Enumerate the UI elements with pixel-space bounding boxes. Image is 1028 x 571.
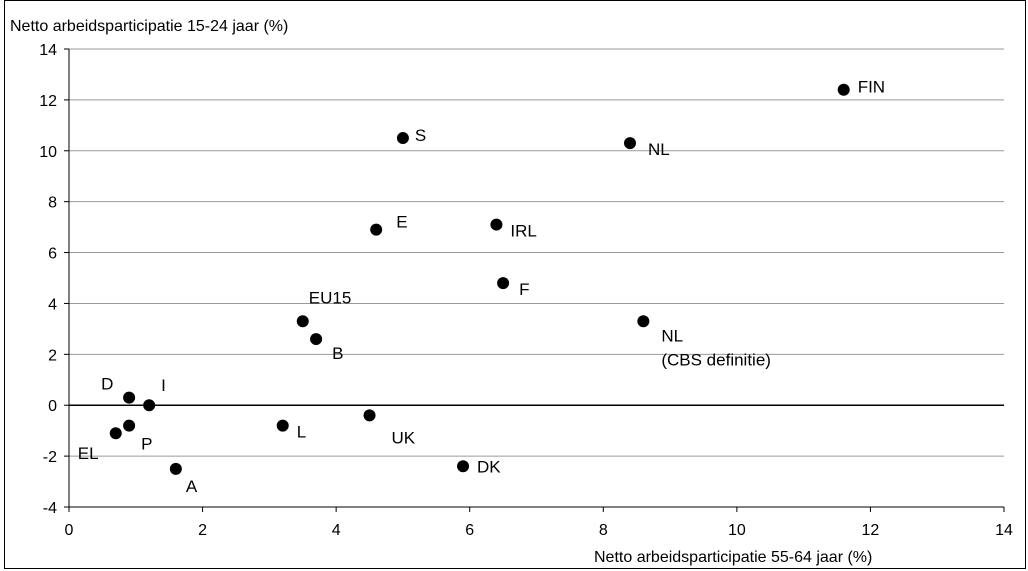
data-point <box>457 460 470 473</box>
y-tick-label: 8 <box>48 195 57 212</box>
data-point <box>624 137 636 150</box>
point-label: D <box>101 375 113 394</box>
x-tick-label: 12 <box>862 522 880 539</box>
point-label: P <box>141 435 152 454</box>
data-point <box>123 419 136 432</box>
y-tick-label: 0 <box>48 398 57 415</box>
x-tick-label: 14 <box>995 522 1013 539</box>
x-tick-label: 4 <box>332 522 341 539</box>
y-tick-label: 2 <box>48 347 57 364</box>
point-label: B <box>332 344 343 363</box>
data-point <box>169 462 182 475</box>
point-label: NL <box>648 140 670 159</box>
data-point <box>497 277 510 290</box>
y-tick-label: 4 <box>48 296 57 313</box>
x-tick-label: 8 <box>599 522 608 539</box>
y-tick-label: 14 <box>39 42 57 59</box>
point-label: UK <box>392 428 416 447</box>
point-label: IRL <box>510 222 536 241</box>
data-point <box>296 315 309 328</box>
data-point <box>363 409 376 422</box>
data-point <box>123 391 136 404</box>
point-label: E <box>396 213 407 232</box>
y-axis-label: Netto arbeidsparticipatie 15-24 jaar (%) <box>10 18 289 35</box>
x-tick-label: 6 <box>465 522 474 539</box>
data-point <box>837 83 850 96</box>
point-label: NL <box>661 326 683 345</box>
point-label: EL <box>78 444 99 463</box>
x-tick-label: 0 <box>65 522 74 539</box>
point-label: DK <box>477 457 501 476</box>
x-tick-label: 2 <box>198 522 207 539</box>
point-label: EU15 <box>309 288 352 307</box>
point-label: FIN <box>858 78 885 97</box>
y-tick-label: -4 <box>43 500 57 517</box>
point-label: F <box>519 280 529 299</box>
point-label: A <box>186 477 198 496</box>
y-tick-label: 12 <box>39 93 57 110</box>
x-axis-label: Netto arbeidsparticipatie 55-64 jaar (%) <box>594 549 873 566</box>
y-tick-label: -2 <box>43 449 57 466</box>
point-label: S <box>415 126 426 145</box>
x-tick-label: 10 <box>728 522 746 539</box>
point-label: I <box>161 376 166 395</box>
y-tick-label: 10 <box>39 144 57 161</box>
data-point <box>396 132 409 145</box>
y-tick-label: 6 <box>48 246 57 263</box>
point-label: L <box>297 423 306 442</box>
data-point <box>490 218 503 231</box>
data-point <box>276 419 289 432</box>
point-label-note: (CBS definitie) <box>661 350 771 369</box>
data-point <box>310 333 323 346</box>
data-point <box>370 223 383 236</box>
data-point <box>143 399 156 412</box>
data-point <box>637 315 650 328</box>
data-point <box>109 427 122 440</box>
